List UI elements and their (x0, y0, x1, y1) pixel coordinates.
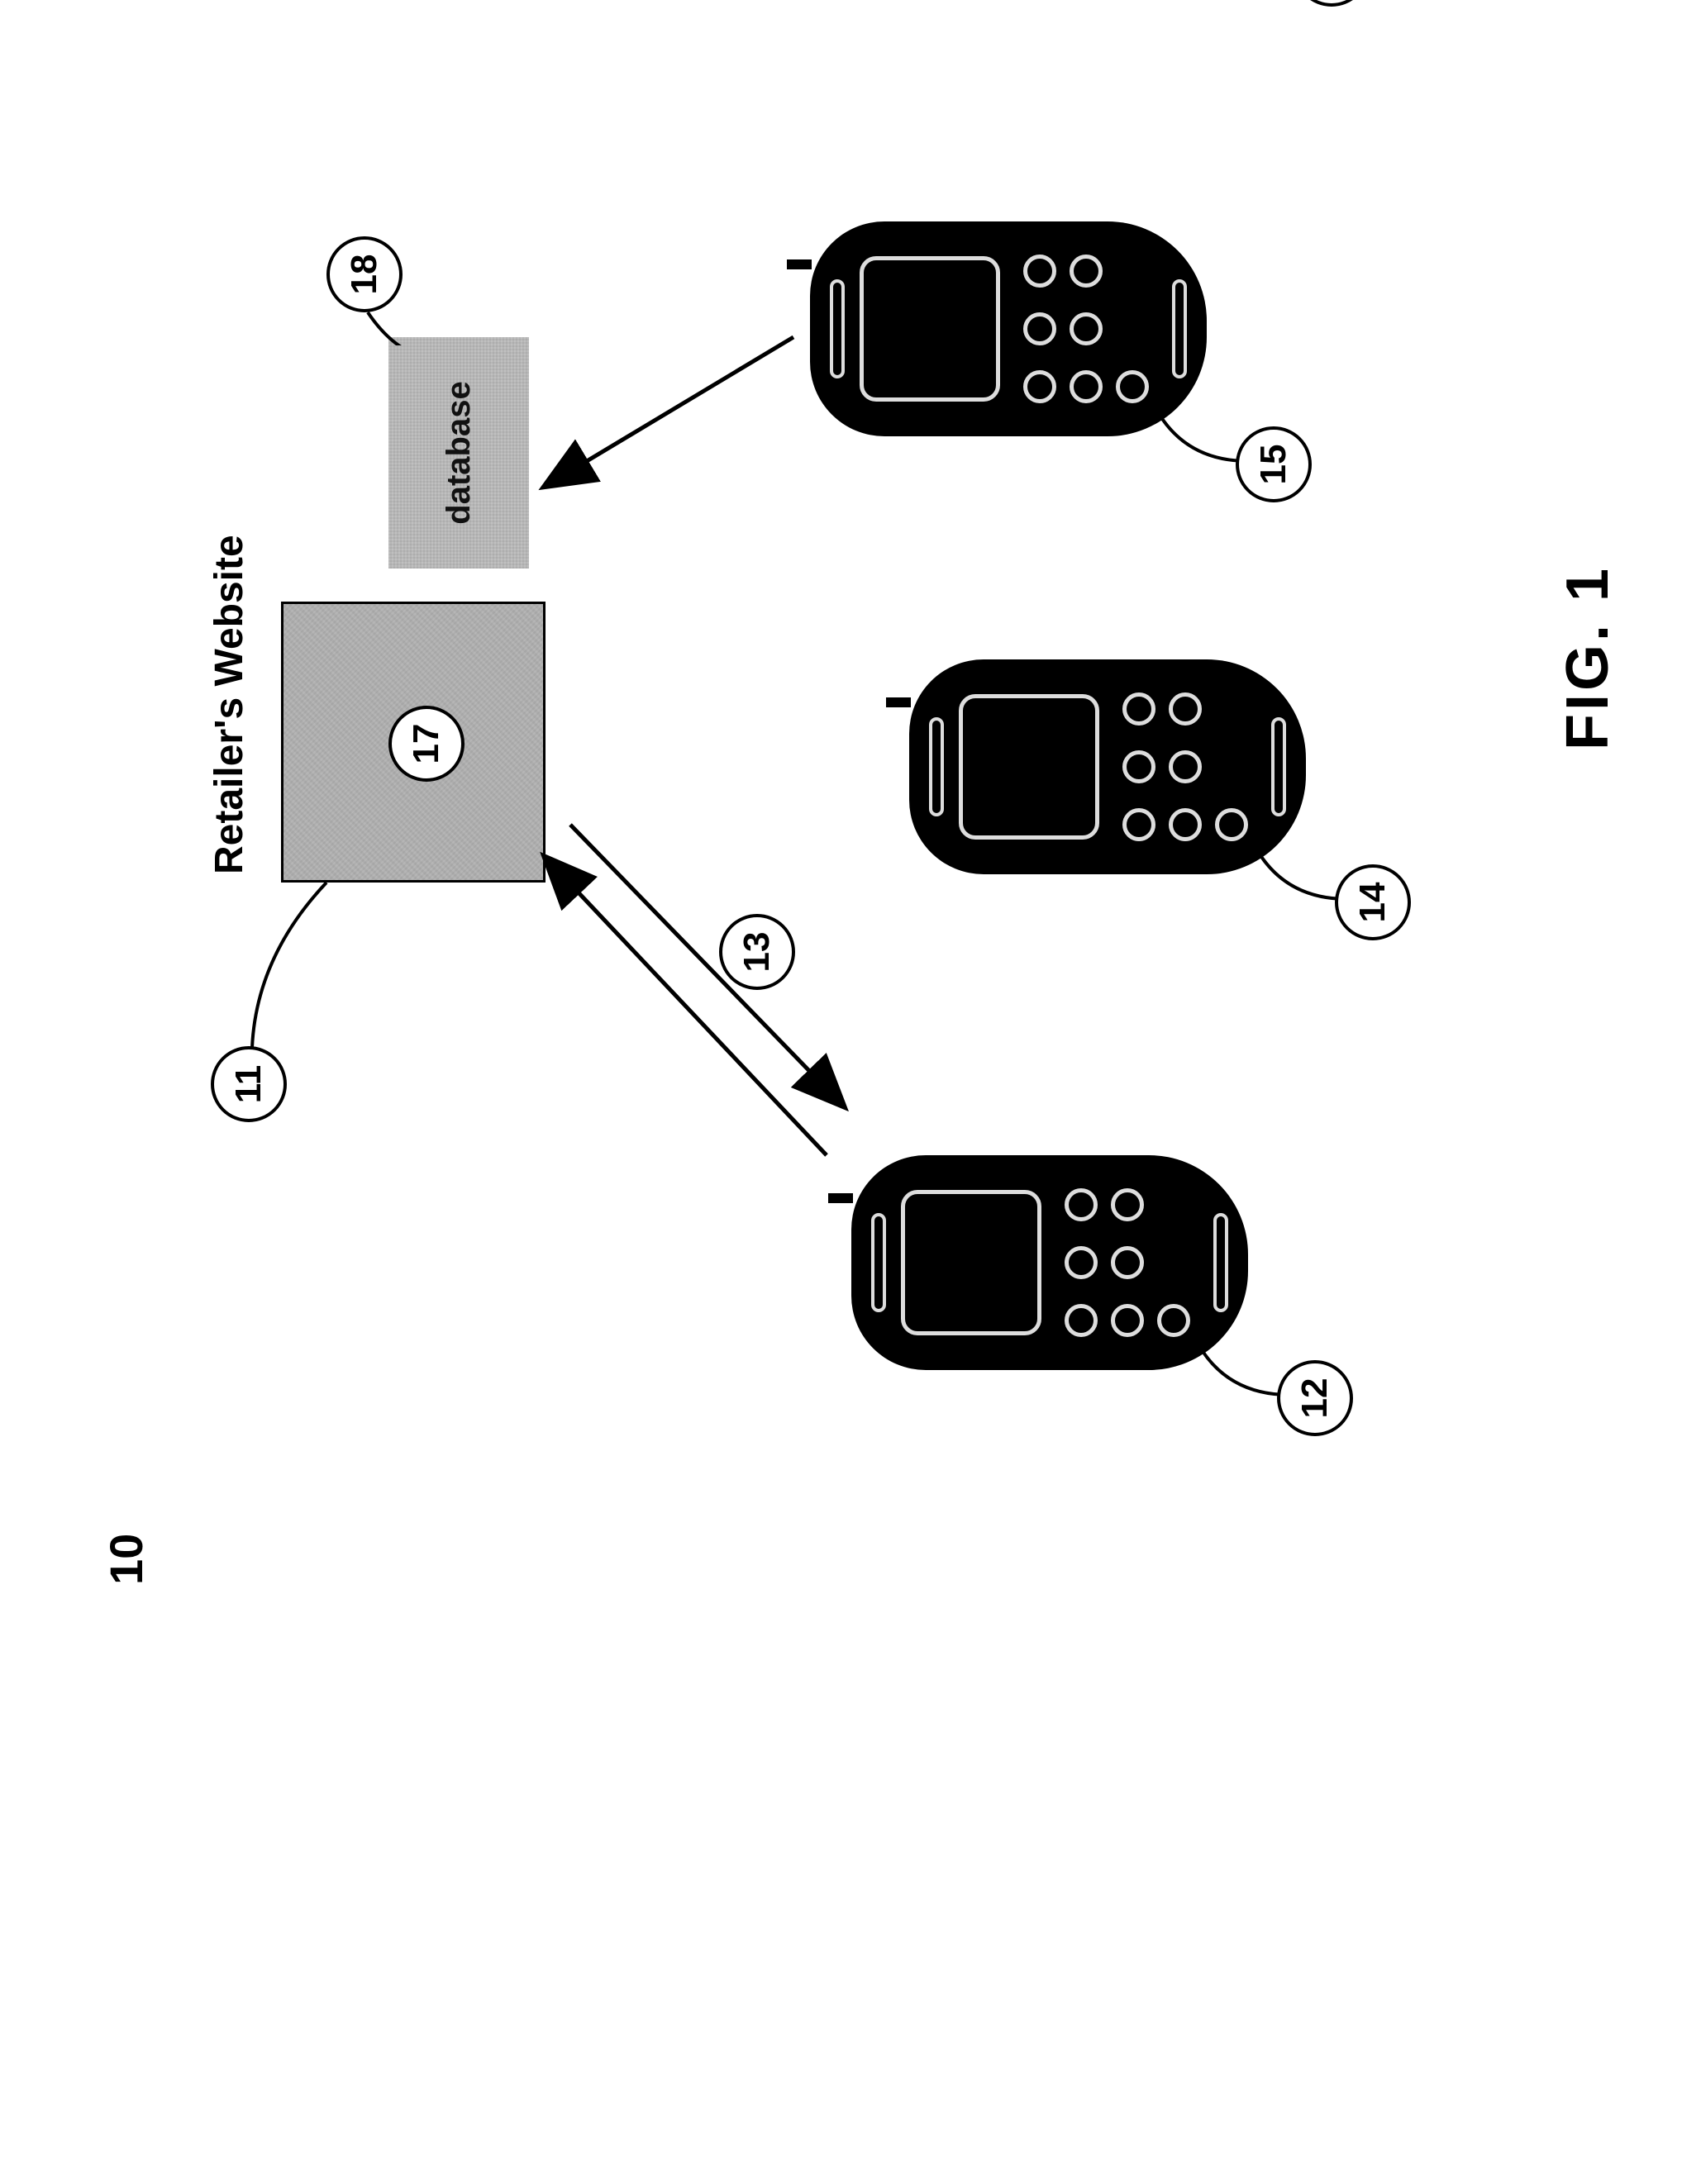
lead-18 (360, 296, 409, 345)
diagram-frame: 10 Retailer's Website 17 database 18 11 (0, 0, 1701, 1701)
label-16: 16 (1294, 0, 1370, 7)
phone-keypad-icon (1065, 1184, 1190, 1341)
phone-keypad-icon (1122, 688, 1248, 845)
phone-earpiece-icon (830, 279, 845, 378)
label-12: 12 (1277, 1360, 1353, 1436)
phone-keypad-icon (1023, 250, 1149, 407)
phone-14 (909, 659, 1306, 874)
phone-earpiece-icon (871, 1213, 886, 1312)
label-11-text: 11 (228, 1065, 269, 1104)
phone-antenna-icon (886, 697, 911, 707)
phone-antenna-icon (787, 259, 812, 269)
phone-screen-icon (959, 694, 1099, 840)
figure-caption: FIG. 1 (1554, 565, 1622, 750)
label-13: 13 (719, 914, 795, 990)
label-17: 17 (388, 706, 465, 782)
label-17-text: 17 (406, 724, 447, 764)
arrow-15-to-db (529, 296, 810, 527)
label-13-text: 13 (736, 932, 778, 973)
label-14-text: 14 (1352, 883, 1394, 923)
label-12-text: 12 (1294, 1378, 1336, 1419)
rotated-canvas: 10 Retailer's Website 17 database 18 11 (0, 0, 1701, 1701)
phone-15 (810, 221, 1207, 436)
figure-id: 10 (99, 1534, 153, 1585)
phone-antenna-icon (828, 1193, 853, 1203)
phone-earpiece-icon (929, 717, 944, 816)
phone-12 (851, 1155, 1248, 1370)
phone-screen-icon (901, 1190, 1041, 1335)
database-box: database (388, 337, 529, 569)
lead-11 (248, 866, 347, 1048)
label-14: 14 (1335, 864, 1411, 940)
website-title: Retailer's Website (207, 535, 252, 874)
phone-screen-icon (860, 256, 1000, 402)
arrow-13 (496, 808, 860, 1172)
label-15: 15 (1236, 426, 1312, 502)
label-15-text: 15 (1253, 445, 1294, 485)
label-18-text: 18 (344, 255, 385, 295)
label-11: 11 (211, 1046, 287, 1122)
database-label: database (441, 381, 478, 524)
